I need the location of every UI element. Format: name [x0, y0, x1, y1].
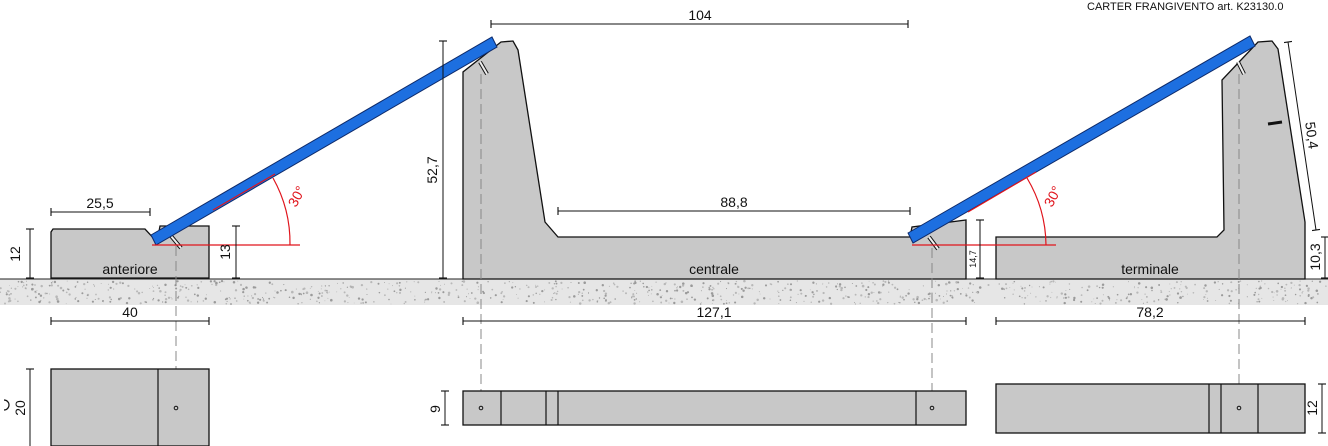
front-plan-block: [50, 368, 210, 446]
dim-terminal-length-label: 78,2: [1136, 304, 1163, 320]
terminal-plan-hole: [1236, 405, 1242, 411]
central-label: centrale: [689, 261, 739, 277]
left-angle-slope: [212, 173, 276, 211]
central-plan-hole-right: [929, 405, 935, 411]
dim-terminal-height-label: 10,3: [1307, 243, 1323, 270]
terminal-block: [995, 40, 1306, 280]
dim-central-inner-label: 88,8: [720, 194, 747, 210]
central-plan-hole-left: [478, 405, 484, 411]
dim-front-length-label: 40: [122, 304, 138, 320]
left-wind-panel: [150, 36, 498, 246]
left-angle-label: 30°: [285, 183, 309, 209]
ground-texture: [0, 279, 1327, 305]
front-label: anteriore: [102, 261, 157, 277]
section-mark-partial: [3, 399, 10, 411]
terminal-side-slot: [1267, 120, 1283, 126]
dim-terminal-slope: [1283, 40, 1321, 232]
central-block: [462, 40, 967, 280]
dim-central-length-label: 127,1: [696, 304, 731, 320]
dim-terminal-slope-label: 50,4: [1302, 121, 1322, 150]
right-angle-arc: [1026, 177, 1047, 246]
central-plan-block: [462, 390, 967, 426]
front-block: [50, 225, 210, 279]
dim-terminal-plan-width-label: 12: [1304, 400, 1320, 416]
dim-central-height-label: 52,7: [424, 156, 440, 183]
dim-front-right-height-label: 13: [217, 244, 233, 260]
terminal-label: terminale: [1121, 261, 1179, 277]
dim-central-plan-width-label: 9: [427, 405, 443, 413]
right-angle-label: 30°: [1041, 183, 1065, 209]
front-plan-hole: [173, 405, 179, 411]
right-angle-slope: [967, 171, 1037, 213]
dim-front-left-height-label: 12: [7, 246, 23, 262]
drawing-title: CARTER FRANGIVENTO art. K23130.0: [1087, 1, 1283, 13]
dim-front-top-label: 25,5: [86, 195, 113, 211]
dim-central-step-label: 14,7: [968, 250, 978, 268]
dim-central-top-label: 104: [688, 7, 712, 23]
dim-front-plan-width-label: 20: [12, 400, 28, 416]
right-wind-panel: [907, 35, 1256, 244]
terminal-plan-block: [995, 383, 1306, 434]
left-angle-arc: [272, 177, 291, 246]
